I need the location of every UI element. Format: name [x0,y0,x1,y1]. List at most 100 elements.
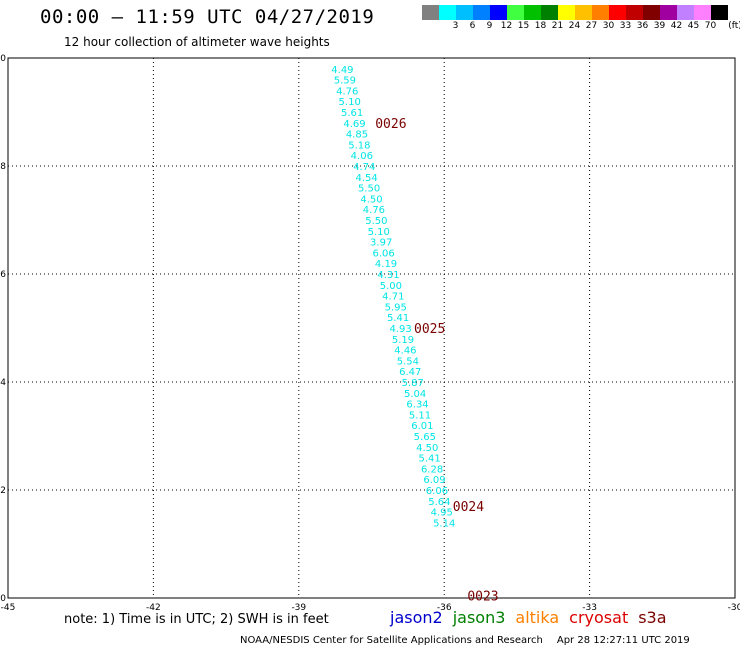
x-tick-label: -36 [437,603,452,613]
y-tick-label: 10 [0,54,6,64]
wave-height-label: 6.06 [372,248,394,259]
wave-height-label: 4.95 [431,508,453,519]
color-swatch [711,5,728,20]
color-scale-tick-label: 27 [585,21,598,31]
wave-height-label: 5.10 [368,227,390,238]
color-scale-tick-label: 3 [452,21,459,31]
color-scale-tick-label: 36 [636,21,649,31]
x-tick-label: -42 [146,603,161,613]
x-tick-label: -33 [582,603,597,613]
wave-height-label: 4.49 [331,65,353,76]
color-swatch [439,5,456,20]
wave-height-label: 4.31 [377,270,399,281]
x-tick-label: -39 [291,603,306,613]
wave-height-label: 4.50 [416,443,438,454]
color-swatch [609,5,626,20]
wave-height-label: 4.85 [346,130,368,141]
x-tick-label: -30 [728,603,740,613]
pass-time-label: 0023 [467,589,498,604]
wave-height-label: 5.95 [385,302,407,313]
wave-height-label: 4.50 [360,194,382,205]
wave-height-label: 5.54 [397,356,419,367]
color-swatch [524,5,541,20]
legend-jason2: jason2 [390,608,443,627]
units-note: note: 1) Time is in UTC; 2) SWH is in fe… [64,612,329,627]
y-tick-label: 6 [0,270,6,280]
wave-height-label: 5.65 [414,432,436,443]
plot-frame [7,57,736,599]
footer: NOAA/NESDIS Center for Satellite Applica… [240,635,690,646]
wave-height-label: 6.06 [426,486,448,497]
color-scale-tick-label: 42 [670,21,683,31]
wave-height-label: 6.47 [399,367,421,378]
y-tick-label: 4 [0,378,6,388]
wave-height-label: 4.06 [351,151,373,162]
footer-timestamp: Apr 28 12:27:11 UTC 2019 [556,635,690,646]
color-swatch [626,5,643,20]
color-scale-tick-label: 33 [619,21,632,31]
color-scale-tick-label: 70 [704,21,717,31]
wave-height-label: 5.87 [402,378,424,389]
color-scale-unit: (ft) [728,21,740,31]
color-swatch [575,5,592,20]
legend-cryosat: cryosat [569,608,629,627]
color-scale-bar [422,5,728,20]
wave-height-label: 4.19 [375,259,397,270]
color-swatch [677,5,694,20]
color-swatch [473,5,490,20]
color-swatch [660,5,677,20]
wave-height-label: 5.59 [334,76,356,87]
wave-height-label: 5.41 [419,454,441,465]
color-swatch [558,5,575,20]
color-swatch [456,5,473,20]
color-swatch [541,5,558,20]
pass-time-label: 0026 [375,117,406,132]
wave-height-label: 5.18 [348,140,370,151]
page-title: 00:00 – 11:59 UTC 04/27/2019 [40,6,375,28]
color-swatch [490,5,507,20]
color-scale-tick-label: 6 [469,21,476,31]
wave-height-label: 5.14 [433,518,455,529]
wave-height-label: 4.76 [363,205,385,216]
color-scale-tick-label: 12 [500,21,513,31]
x-tick-label: -45 [1,603,16,613]
wave-height-label: 5.61 [341,108,363,119]
color-swatch [507,5,524,20]
y-tick-label: 2 [0,486,6,496]
wave-height-label: 4.71 [382,292,404,303]
wave-height-label: 4.76 [336,86,358,97]
wave-height-label: 5.64 [428,497,450,508]
pass-time-label: 0024 [453,500,484,515]
color-swatch [694,5,711,20]
wave-height-label: 5.19 [392,335,414,346]
color-scale-tick-label: 24 [568,21,581,31]
color-scale-tick-label: 39 [653,21,666,31]
legend-s3a: s3a [638,608,667,627]
color-scale-tick-label: 30 [602,21,615,31]
color-scale-tick-label: 45 [687,21,700,31]
wave-height-label: 4.69 [343,119,365,130]
y-tick-label: 8 [0,162,6,172]
legend-jason3: jason3 [452,608,506,627]
color-scale-tick-label: 9 [486,21,493,31]
wave-height-label: 6.34 [406,400,428,411]
legend-altika: altika [515,608,560,627]
wave-height-label: 5.00 [380,281,402,292]
footer-credit: NOAA/NESDIS Center for Satellite Applica… [240,635,543,646]
wave-height-label: 3.97 [370,238,392,249]
wave-height-label: 6.01 [411,421,433,432]
wave-height-label: 5.50 [358,184,380,195]
color-scale-tick-label: 21 [551,21,564,31]
color-scale-tick-label: 18 [534,21,547,31]
wave-height-label: 4.74 [353,162,375,173]
wave-height-label: 5.11 [409,410,431,421]
wave-height-label: 5.41 [387,313,409,324]
color-swatch [422,5,439,20]
wave-height-label: 5.10 [339,97,361,108]
wave-height-label: 4.93 [389,324,411,335]
color-scale-tick-label: 15 [517,21,530,31]
y-tick-label: 0 [0,594,6,604]
satellite-legend: jason2 jason3 altika cryosat s3a [390,608,667,627]
color-swatch [592,5,609,20]
